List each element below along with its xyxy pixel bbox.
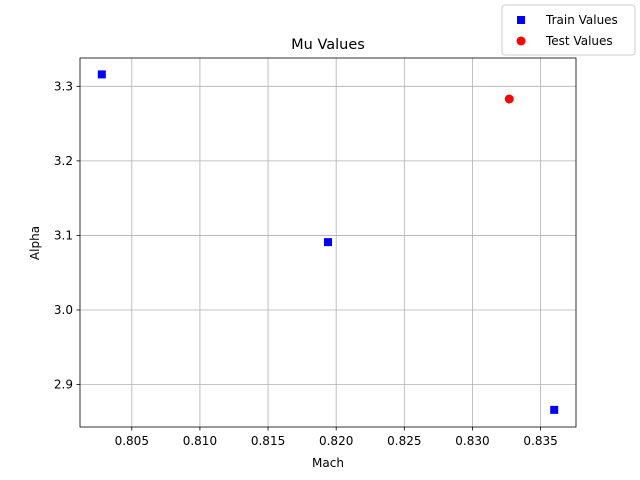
x-tick-label: 0.830 (455, 434, 489, 448)
train-values-point (324, 238, 332, 247)
test-values-legend-label: Test Values (545, 34, 613, 48)
test-values-legend-marker (516, 36, 526, 46)
plot-frame (79, 57, 577, 428)
test-values-point (504, 94, 514, 104)
grid (80, 58, 576, 427)
legend-items: Train Values Test Values (516, 13, 618, 48)
y-tick-label: 3.1 (54, 228, 73, 242)
train-values-point (97, 70, 106, 79)
y-tick-label: 2.9 (54, 378, 73, 392)
axis-ticks: 0.805 0.810 0.815 0.820 0.825 0.830 0.835 2.9 3.… (54, 79, 558, 448)
x-tick-label: 0.835 (523, 434, 557, 448)
x-axis-label: Mach (312, 456, 344, 470)
x-tick-label: 0.820 (319, 434, 353, 448)
y-tick-label: 3.3 (54, 79, 73, 93)
train-values-legend-marker (517, 16, 525, 24)
x-tick-label: 0.815 (251, 434, 285, 448)
y-tick-label: 3.2 (54, 154, 73, 168)
chart-title: Mu Values (291, 37, 365, 53)
x-tick-label: 0.825 (387, 434, 421, 448)
legend-box (501, 4, 636, 56)
x-tick-label: 0.810 (183, 434, 217, 448)
train-values-legend-label: Train Values (545, 13, 618, 27)
x-tick-label: 0.805 (115, 434, 149, 448)
y-tick-label: 3.0 (54, 303, 73, 317)
legend: Train Values Test Values (501, 4, 636, 56)
data-points (97, 70, 559, 414)
train-values-point (550, 405, 559, 414)
y-axis-label: Alpha (28, 226, 42, 260)
